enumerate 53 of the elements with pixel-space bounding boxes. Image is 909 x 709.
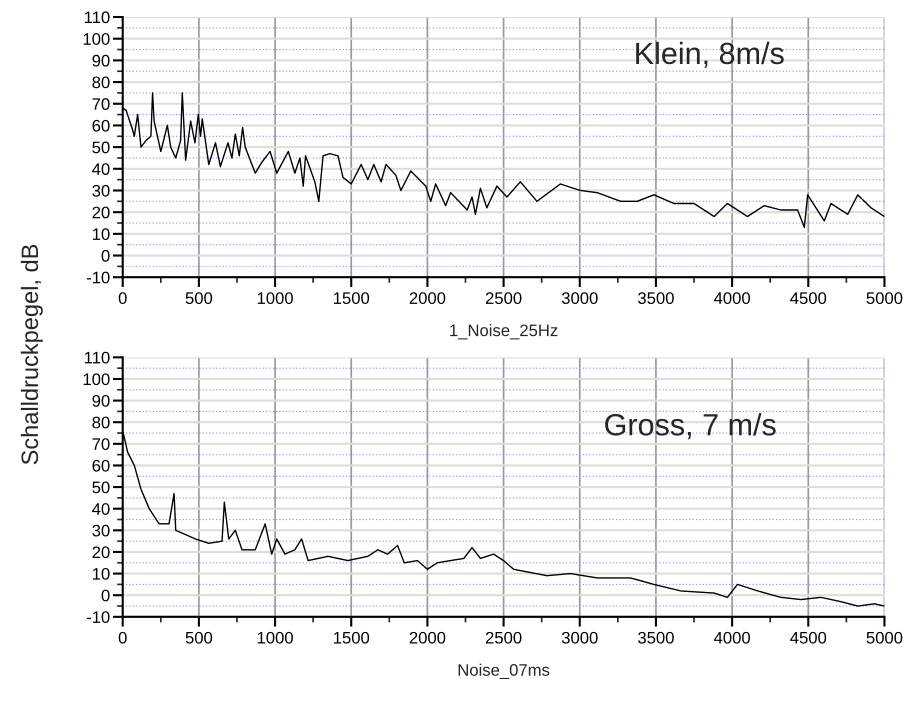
y-tick-label: 0 <box>102 590 110 602</box>
y-tick-label: 30 <box>92 184 110 197</box>
x-tick-label: 0 <box>118 632 127 644</box>
y-tick-label: 80 <box>92 76 110 88</box>
x-tick-label: 4500 <box>790 632 826 644</box>
x-tick-label: 1500 <box>334 632 370 644</box>
x-tick-label: 5000 <box>866 632 902 644</box>
y-tick-label: 90 <box>92 54 110 67</box>
y-tick-label: 10 <box>92 568 110 580</box>
y-axis-title: Schalldruckpegel, dB <box>20 244 43 464</box>
x-tick-label: 3500 <box>638 632 674 644</box>
y-tick-label: 70 <box>92 98 110 110</box>
annotation: Klein, 8m/s <box>636 42 784 68</box>
annotation: Gross, 7 m/s <box>605 413 776 440</box>
y-tick-label: 70 <box>92 438 110 450</box>
y-tick-label: 0 <box>102 250 110 262</box>
x-tick-label: 2000 <box>410 632 446 644</box>
y-tick-label: -10 <box>86 272 110 284</box>
x-axis-title: 1_Noise_25Hz <box>450 324 558 340</box>
y-tick-label: 80 <box>92 416 110 428</box>
y-tick-label: 100 <box>84 373 110 386</box>
y-tick-label: 60 <box>92 460 110 472</box>
x-tick-label: 4000 <box>714 632 750 644</box>
x-axis-title: Noise_07ms <box>458 664 550 680</box>
y-tick-label: 50 <box>92 481 110 494</box>
x-tick-label: 3500 <box>638 292 674 304</box>
y-tick-label: 50 <box>92 142 110 154</box>
y-tick-label: 60 <box>92 120 110 132</box>
y-tick-label: 110 <box>84 352 110 364</box>
y-tick-label: 90 <box>92 394 110 407</box>
y-tick-label: 10 <box>92 228 110 240</box>
y-tick-label: 100 <box>84 33 110 45</box>
x-tick-label: 4500 <box>790 292 826 304</box>
x-tick-label: 2500 <box>486 632 522 644</box>
x-tick-label: 500 <box>186 292 212 304</box>
y-tick-label: 40 <box>92 503 110 515</box>
x-tick-label: 1500 <box>334 292 370 304</box>
x-tick-label: 1000 <box>258 292 293 304</box>
x-tick-label: 3000 <box>562 632 598 644</box>
y-tick-label: 40 <box>92 163 110 176</box>
y-tick-label: 20 <box>92 206 110 218</box>
x-tick-label: 2500 <box>486 292 522 304</box>
y-tick-label: 30 <box>92 524 110 537</box>
y-tick-label: 110 <box>84 11 110 24</box>
x-tick-label: 500 <box>186 632 212 644</box>
y-tick-label: 20 <box>92 546 110 558</box>
x-tick-label: 5000 <box>866 292 902 304</box>
x-tick-label: 1000 <box>258 632 293 644</box>
x-tick-label: 3000 <box>562 292 598 304</box>
y-tick-label: -10 <box>86 611 110 624</box>
x-tick-label: 0 <box>118 292 127 304</box>
x-tick-label: 2000 <box>410 292 446 304</box>
x-tick-label: 4000 <box>714 292 750 304</box>
